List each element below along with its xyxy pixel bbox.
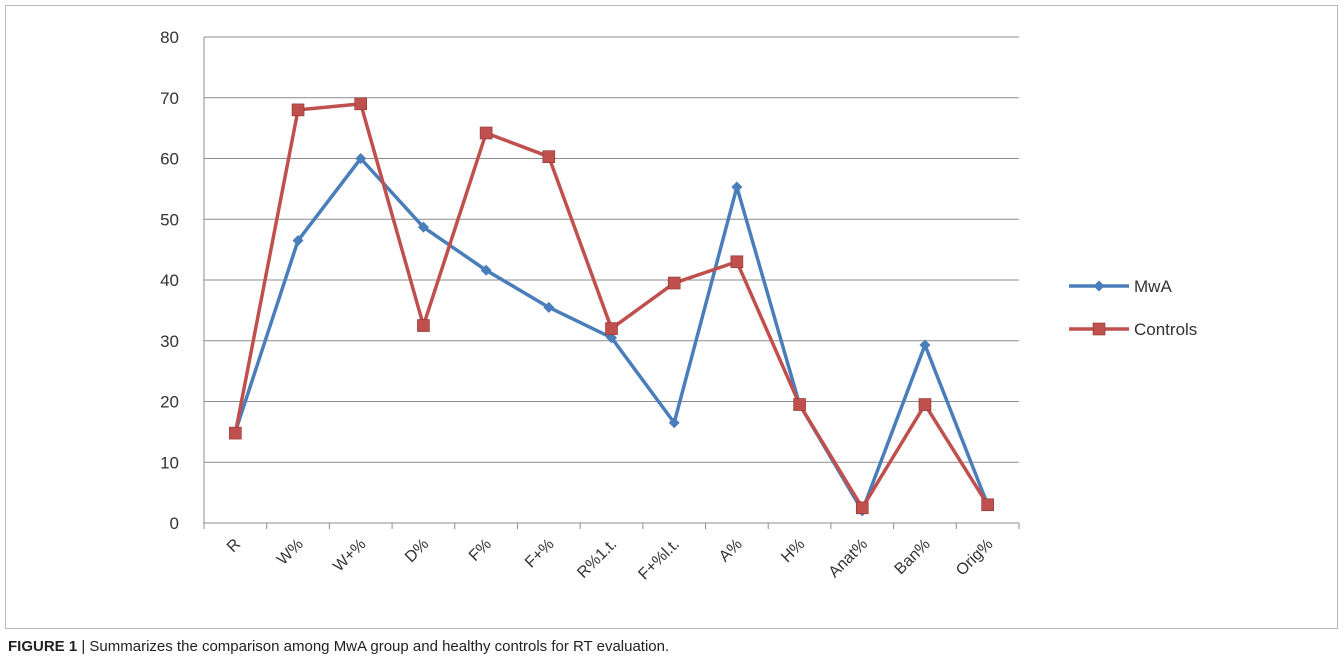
legend-item: MwA: [1069, 277, 1172, 296]
legend-item: Controls: [1069, 320, 1197, 339]
data-point-square: [291, 103, 305, 117]
data-point-square: [479, 126, 493, 140]
data-point-square: [793, 398, 806, 411]
x-tick-label: W%: [274, 536, 307, 569]
data-point-square: [855, 501, 869, 515]
data-point-diamond: [606, 332, 617, 344]
x-tick-label: R%1.t.: [574, 536, 620, 582]
chart-frame: 0 10 20 30 40 50 60 70 80 R W% W+% D% F% F+% R%1.t. F+%l…: [5, 5, 1338, 629]
y-tick-label: 10: [160, 453, 179, 472]
data-point-square: [667, 276, 681, 290]
data-point-diamond: [919, 339, 931, 351]
data-point-square: [730, 255, 744, 269]
gridlines: [204, 36, 1019, 463]
data-point-diamond: [731, 181, 743, 193]
x-tick-label: H%: [778, 536, 808, 566]
x-tick-label: Anat%: [826, 536, 871, 581]
line-chart: 0 10 20 30 40 50 60 70 80 R W% W+% D% F% F+% R%1.t. F+%l…: [160, 28, 1197, 584]
data-point-square: [981, 498, 994, 512]
caption-label: FIGURE 1: [8, 638, 78, 655]
x-tick-label: Ban%: [892, 536, 934, 578]
legend-label: MwA: [1134, 277, 1172, 296]
x-tick-label: F+%l.t.: [635, 536, 683, 584]
y-tick-label: 50: [160, 210, 179, 229]
series-line: [233, 102, 990, 510]
data-point-diamond: [480, 264, 492, 276]
caption-text: | Summarizes the comparison among MwA gr…: [77, 638, 670, 655]
legend-label: Controls: [1134, 320, 1197, 339]
data-point-square: [354, 97, 368, 111]
data-point-square: [1092, 322, 1106, 336]
x-tick-label: W+%: [330, 536, 369, 575]
y-tick-label: 40: [160, 271, 179, 290]
x-tick-label: Orig%: [953, 536, 996, 579]
data-point-square: [605, 322, 618, 335]
x-tick-label: F%: [466, 536, 495, 565]
x-tick-label: D%: [402, 536, 432, 566]
data-point-square: [542, 150, 556, 163]
series-lines: [229, 97, 994, 517]
data-point-diamond: [292, 235, 304, 247]
x-tick-label: F+%: [522, 536, 558, 572]
y-tick-label: 60: [160, 150, 179, 169]
axes: 0 10 20 30 40 50 60 70 80 R W% W+% D% F% F+% R%1.t. F+%l…: [160, 28, 1020, 584]
legend: MwA Controls: [1069, 277, 1197, 339]
data-point-square: [918, 398, 932, 411]
x-tick-label: R: [224, 536, 244, 556]
data-point-square: [229, 426, 242, 440]
data-point-diamond: [543, 301, 555, 313]
y-tick-label: 0: [170, 514, 179, 533]
data-point-diamond: [1093, 280, 1105, 292]
data-point-square: [417, 319, 430, 332]
y-tick-label: 80: [160, 28, 179, 47]
x-tick-label: A%: [716, 536, 746, 566]
data-point-diamond: [668, 417, 680, 429]
data-point-diamond: [417, 221, 429, 233]
y-tick-label: 30: [160, 332, 179, 351]
data-point-diamond: [355, 153, 367, 164]
y-tick-label: 70: [160, 89, 179, 108]
y-tick-label: 20: [160, 393, 179, 412]
series-controls: [229, 97, 994, 515]
figure-caption: FIGURE 1 | Summarizes the comparison amo…: [8, 638, 669, 655]
